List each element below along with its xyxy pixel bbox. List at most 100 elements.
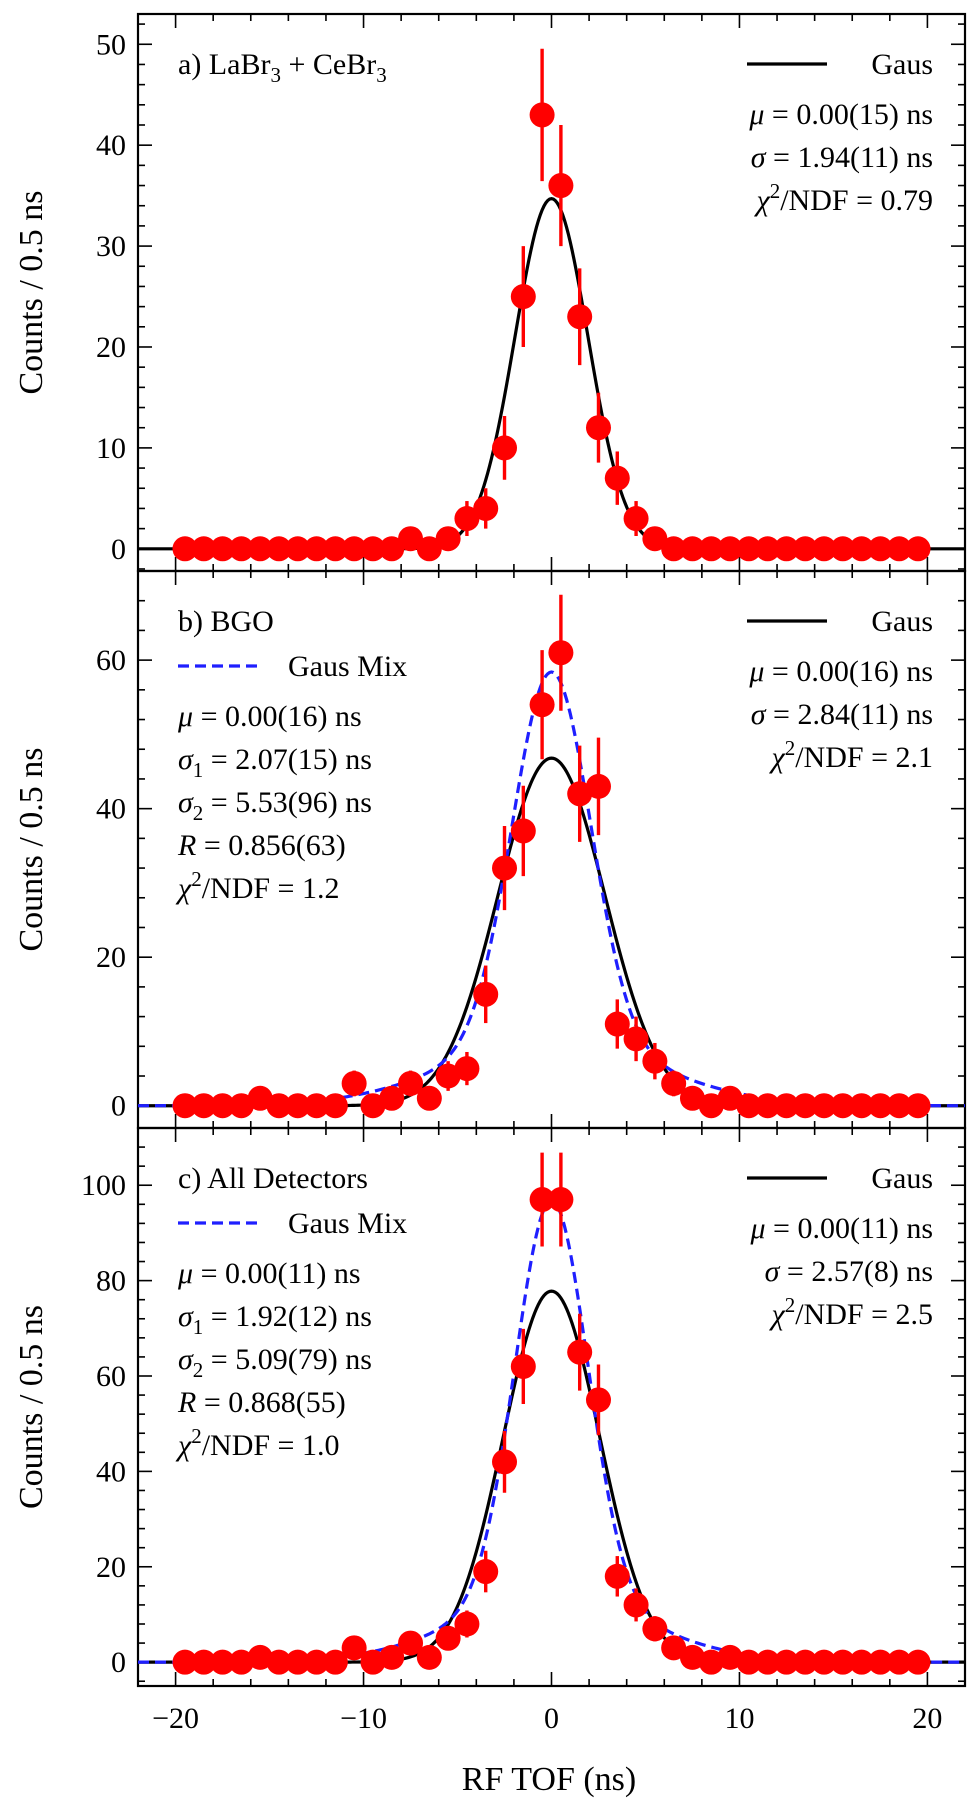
data-points [172, 1152, 931, 1675]
data-point [548, 1187, 574, 1213]
y-tick-label: 20 [96, 941, 126, 974]
data-point [773, 536, 799, 562]
data-point [360, 1649, 386, 1675]
gaus-legend: Gaus μ = 0.00(11) ns σ = 2.57(8) ns χ2/NDF … [747, 1162, 933, 1331]
data-point [398, 1630, 424, 1656]
data-point [341, 1635, 367, 1661]
data-point [454, 1056, 480, 1082]
y-tick-label: 60 [96, 644, 126, 677]
panel-title: b) BGO [178, 605, 274, 638]
gaus-fit-result: χ2/NDF = 2.5 [769, 1293, 933, 1331]
y-tick-label: 40 [96, 793, 126, 826]
panel-title: c) All Detectors [178, 1162, 368, 1195]
data-point [698, 1649, 724, 1675]
gaus-mix-fit-result: χ2/NDF = 1.0 [175, 1424, 339, 1462]
data-point [604, 1011, 630, 1037]
data-point [623, 1026, 649, 1052]
data-point [905, 536, 931, 562]
data-point [867, 1093, 893, 1119]
data-point [905, 1093, 931, 1119]
data-point [661, 536, 687, 562]
gaus-fit-result: σ = 1.94(11) ns [751, 141, 933, 174]
data-point [360, 1093, 386, 1119]
data-point [623, 506, 649, 532]
data-point [304, 536, 330, 562]
x-tick-label: 20 [912, 1702, 942, 1735]
data-point [736, 1649, 762, 1675]
data-point [285, 1093, 311, 1119]
data-point [510, 284, 536, 310]
gaus-mix-fit-result: R = 0.856(63) [177, 829, 346, 862]
y-tick-label: 100 [81, 1169, 126, 1202]
data-point [266, 1093, 292, 1119]
data-point [210, 536, 236, 562]
data-point [849, 536, 875, 562]
data-point [886, 536, 912, 562]
data-point [191, 1649, 217, 1675]
data-point [698, 1093, 724, 1119]
gaus-legend-label: Gaus [871, 605, 933, 638]
data-point [473, 495, 499, 521]
gaus-fit-result: μ = 0.00(15) ns [748, 98, 933, 131]
data-point [210, 1093, 236, 1119]
fit-curves [138, 197, 965, 551]
data-point [492, 435, 518, 461]
data-point [567, 304, 593, 330]
data-point [492, 1449, 518, 1475]
panel-a: 0 10 20 30 40 50 Counts / 0.5 ns a) LaBr3 + CeB… [13, 12, 967, 573]
data-point [228, 1649, 254, 1675]
data-point [228, 536, 254, 562]
data-point [322, 1093, 348, 1119]
gaus-mix-legend-label: Gaus Mix [288, 650, 407, 683]
data-point [867, 1649, 893, 1675]
x-tick-label: 0 [544, 1702, 559, 1735]
gaus-mix-fit-result: R = 0.868(55) [177, 1386, 346, 1419]
data-point [322, 1649, 348, 1675]
data-point [585, 1387, 611, 1413]
y-tick-label: 20 [96, 1551, 126, 1584]
data-point [191, 1093, 217, 1119]
data-point [792, 1649, 818, 1675]
data-point [435, 526, 461, 552]
data-point [811, 1649, 837, 1675]
data-point [811, 1093, 837, 1119]
data-point [830, 1093, 856, 1119]
data-point [755, 536, 781, 562]
data-point [510, 818, 536, 844]
y-axis-label: Counts / 0.5 ns [13, 1305, 50, 1509]
data-point [849, 1649, 875, 1675]
data-point [398, 1070, 424, 1096]
y-axis-label: Counts / 0.5 ns [13, 747, 50, 951]
gaus-fit-result: χ2/NDF = 2.1 [769, 736, 933, 774]
gaus-mix-fit-result: χ2/NDF = 1.2 [175, 867, 339, 905]
y-tick-label: 80 [96, 1265, 126, 1298]
data-point [510, 1353, 536, 1379]
gaus-legend: Gaus μ = 0.00(16) ns σ = 2.84(11) ns χ2/NDF… [747, 605, 933, 774]
data-point [623, 1592, 649, 1618]
data-point [604, 465, 630, 491]
data-point [830, 536, 856, 562]
data-point [698, 536, 724, 562]
data-point [379, 1085, 405, 1111]
data-point [435, 1625, 461, 1651]
data-point [172, 1649, 198, 1675]
data-point [379, 536, 405, 562]
data-point [567, 1339, 593, 1365]
gaus-fit-result: χ2/NDF = 0.79 [754, 179, 933, 217]
data-point [755, 1093, 781, 1119]
data-point [679, 1085, 705, 1111]
data-point [322, 536, 348, 562]
data-points [172, 594, 931, 1119]
data-point [867, 536, 893, 562]
data-point [679, 536, 705, 562]
data-point [191, 536, 217, 562]
y-tick-label: 40 [96, 129, 126, 162]
data-point [773, 1093, 799, 1119]
data-point [473, 1559, 499, 1585]
data-point [416, 536, 442, 562]
data-point [529, 692, 555, 718]
data-point [548, 640, 574, 666]
data-point [341, 1070, 367, 1096]
gaus-legend-label: Gaus [871, 1162, 933, 1195]
